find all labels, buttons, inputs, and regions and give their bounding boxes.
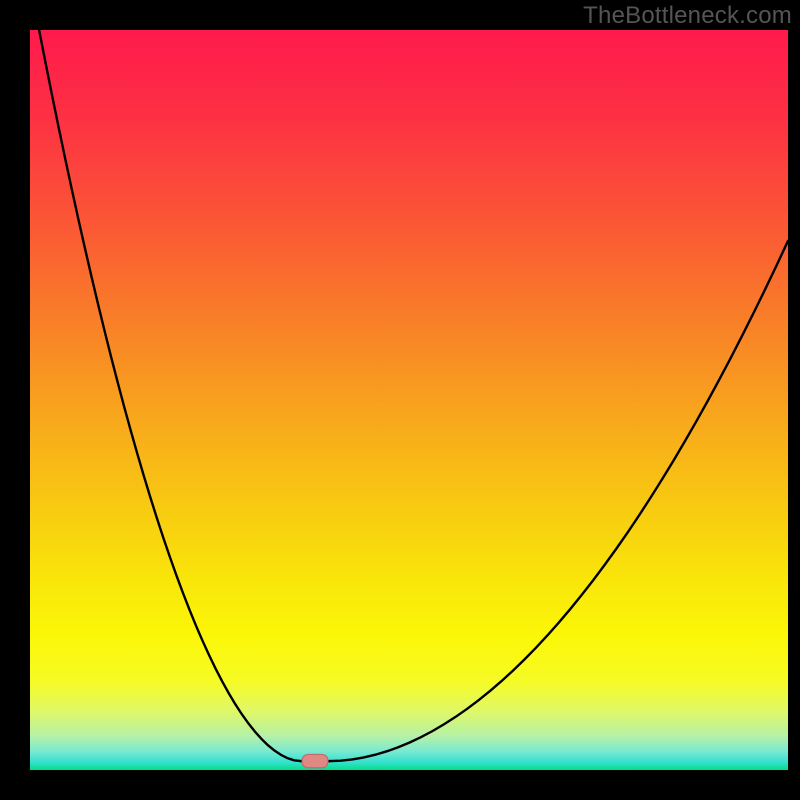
watermark-text: TheBottleneck.com bbox=[583, 2, 792, 30]
minimum-marker bbox=[302, 754, 328, 767]
plot-area bbox=[30, 30, 788, 770]
gradient-background bbox=[30, 30, 788, 770]
chart-svg bbox=[30, 30, 788, 770]
